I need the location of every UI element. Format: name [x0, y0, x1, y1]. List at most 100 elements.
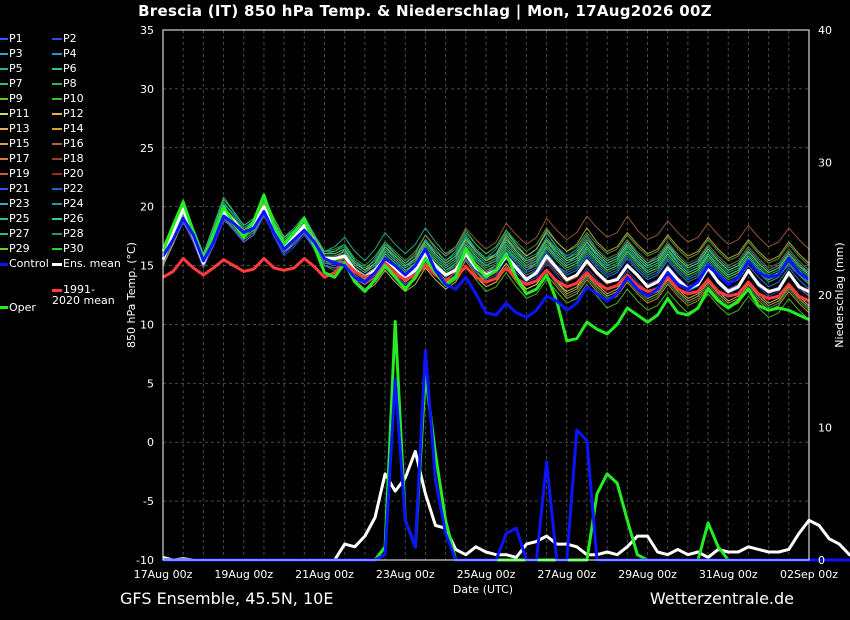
- legend-label: P12: [63, 107, 84, 120]
- legend-item: P30: [52, 242, 84, 256]
- x-tick-label: 31Aug 00z: [699, 568, 758, 581]
- legend-swatch: [52, 98, 62, 100]
- legend-item: P20: [52, 167, 84, 181]
- legend-item: P3: [0, 47, 23, 61]
- y-tick-label: 0: [147, 436, 154, 449]
- legend-item: 1991-2020 mean: [52, 284, 122, 306]
- legend-swatch: [0, 203, 8, 205]
- legend-label: P18: [63, 152, 84, 165]
- legend-item: P12: [52, 107, 84, 121]
- legend-item: P15: [0, 137, 30, 151]
- axis-layer: -10 -5 0 5 10 15 20 25 30 35 0 10 20 30 40 17Aug 00z 19A…: [125, 24, 846, 596]
- legend-label: P13: [9, 122, 30, 135]
- legend-item: P28: [52, 227, 84, 241]
- legend-label: P15: [9, 137, 30, 150]
- legend-item: P9: [0, 92, 23, 106]
- x-tick-label: 17Aug 00z: [134, 568, 193, 581]
- legend-label: Oper: [9, 300, 36, 314]
- legend-item: P10: [52, 92, 84, 106]
- legend-swatch: [0, 173, 8, 175]
- x-tick-label: 21Aug 00z: [295, 568, 354, 581]
- legend-swatch: [52, 83, 62, 85]
- legend-swatch: [0, 38, 8, 40]
- legend-item: Ens. mean: [52, 257, 121, 271]
- x-axis-label: Date (UTC): [453, 583, 513, 596]
- legend-item: P19: [0, 167, 30, 181]
- legend-label: P7: [9, 77, 23, 90]
- legend-label: P6: [63, 62, 77, 75]
- legend-label: P24: [63, 197, 84, 210]
- y2-tick-label: 20: [818, 289, 832, 302]
- y-tick-label: 30: [140, 83, 154, 96]
- x-tick-label: 25Aug 00z: [457, 568, 516, 581]
- legend-label: P30: [63, 242, 84, 255]
- legend-item: P25: [0, 212, 30, 226]
- legend-swatch: [0, 188, 8, 190]
- legend-label: P19: [9, 167, 30, 180]
- legend-swatch: [0, 233, 8, 235]
- footer-model-label: GFS Ensemble, 45.5N, 10E: [120, 589, 334, 608]
- legend-swatch: [52, 203, 62, 205]
- legend-label: P3: [9, 47, 23, 60]
- temp-line-control: [161, 209, 810, 319]
- legend-swatch: [0, 68, 8, 70]
- y2-axis-label: Niederschlag (mm): [833, 242, 846, 347]
- legend-item: P16: [52, 137, 84, 151]
- legend-item: P22: [52, 182, 84, 196]
- legend-item: P29: [0, 242, 30, 256]
- legend-swatch: [0, 262, 8, 266]
- legend-swatch: [0, 128, 8, 130]
- legend-label: P8: [63, 77, 77, 90]
- legend-item: P1: [0, 32, 23, 46]
- legend-label: P14: [63, 122, 84, 135]
- legend-label: P20: [63, 167, 84, 180]
- legend-swatch: [0, 218, 8, 220]
- x-tick-label: 19Aug 00z: [214, 568, 273, 581]
- legend-item: P14: [52, 122, 84, 136]
- legend-label: Control: [9, 257, 49, 270]
- x-tick-label: 27Aug 00z: [537, 568, 596, 581]
- legend-label: P22: [63, 182, 84, 195]
- legend-label: 1991-2020 mean: [52, 283, 115, 307]
- legend-item: P24: [52, 197, 84, 211]
- y-tick-label: 25: [140, 142, 154, 155]
- legend-item: P26: [52, 212, 84, 226]
- legend-swatch: [52, 233, 62, 235]
- legend-swatch: [52, 68, 62, 70]
- legend-swatch: [52, 188, 62, 190]
- legend-item: P21: [0, 182, 30, 196]
- y2-tick-label: 0: [818, 554, 825, 567]
- footer-source-label: Wetterzentrale.de: [649, 589, 794, 608]
- legend-item: P23: [0, 197, 30, 211]
- x-tick-label: 02Sep 00z: [780, 568, 838, 581]
- legend-label: P11: [9, 107, 30, 120]
- x-tick-label: 29Aug 00z: [618, 568, 677, 581]
- legend-swatch: [52, 248, 62, 250]
- legend-item: P2: [52, 32, 77, 46]
- legend-label: P9: [9, 92, 23, 105]
- plot-frame: [162, 29, 810, 561]
- temp-line-oper: [161, 193, 810, 343]
- legend-swatch: [52, 288, 62, 292]
- legend-item: P6: [52, 62, 77, 76]
- legend-swatch: [52, 38, 62, 40]
- legend-swatch: [0, 98, 8, 100]
- legend-label: P23: [9, 197, 30, 210]
- legend-label: P1: [9, 32, 23, 45]
- legend-swatch: [0, 113, 8, 115]
- legend-item: P13: [0, 122, 30, 136]
- legend-swatch: [0, 53, 8, 55]
- legend-swatch: [0, 248, 8, 250]
- legend-swatch: [0, 143, 8, 145]
- legend-item: P11: [0, 107, 30, 121]
- legend-label: P17: [9, 152, 30, 165]
- legend-item: Oper: [0, 301, 36, 315]
- legend-swatch: [0, 158, 8, 160]
- y-axis-label: 850 hPa Temp. (°C): [125, 242, 138, 348]
- legend-item: P18: [52, 152, 84, 166]
- legend-item: P7: [0, 77, 23, 91]
- legend-item: P4: [52, 47, 77, 61]
- legend-swatch: [52, 158, 62, 160]
- y2-tick-label: 30: [818, 157, 832, 170]
- y-tick-label: 15: [140, 260, 154, 273]
